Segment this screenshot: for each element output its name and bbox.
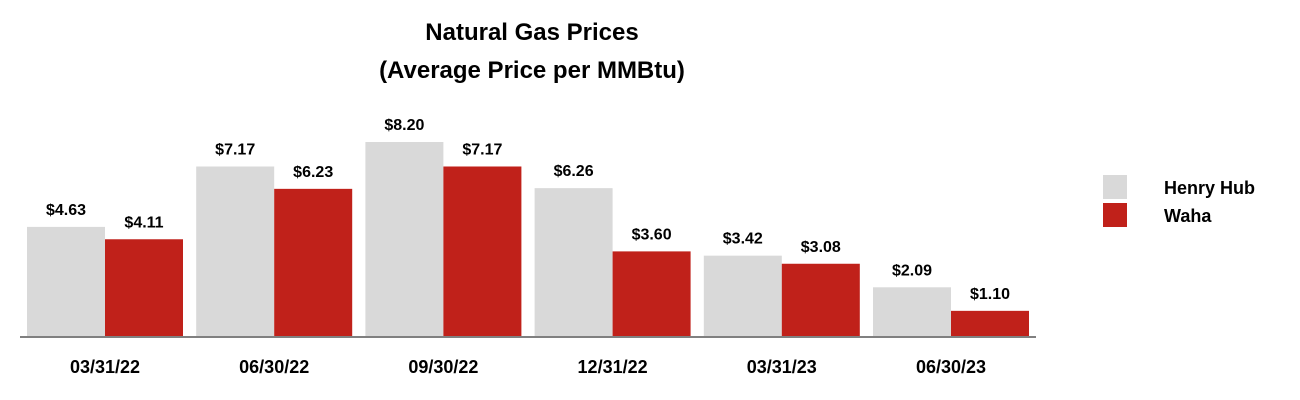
legend-swatch-waha (1103, 203, 1127, 227)
bar-waha-09-30-22 (443, 166, 522, 337)
x-tick-label-06-30-22: 06/30/22 (239, 357, 309, 377)
x-tick-label-09-30-22: 09/30/22 (408, 357, 478, 377)
x-tick-label-12-31-22: 12/31/22 (578, 357, 648, 377)
bar-henry-hub-09-30-22 (365, 142, 444, 337)
data-label-henry-hub-09-30-22: $8.20 (384, 117, 424, 134)
data-label-group: $4.63 $4.11 $7.17 $6.23 $8.20 $7.17 $6.26 $3.60… (46, 117, 1010, 303)
x-tick-label-03-31-22: 03/31/22 (70, 357, 140, 377)
bar-henry-hub-03-31-23 (703, 255, 782, 337)
data-label-henry-hub-12-31-22: $6.26 (554, 163, 594, 180)
data-label-henry-hub-06-30-22: $7.17 (215, 141, 255, 158)
bar-waha-06-30-22 (274, 188, 353, 337)
legend: Henry Hub Waha (1103, 175, 1255, 227)
chart-subtitle: (Average Price per MMBtu) (379, 57, 685, 84)
bar-waha-03-31-22 (105, 239, 183, 337)
data-label-henry-hub-03-31-23: $3.42 (723, 231, 763, 248)
bar-henry-hub-06-30-22 (196, 166, 275, 337)
data-label-waha-06-30-22: $6.23 (293, 164, 333, 181)
chart-title: Natural Gas Prices (425, 19, 638, 46)
bar-waha-12-31-22 (612, 251, 691, 337)
legend-label-waha: Waha (1164, 206, 1212, 226)
bar-waha-06-30-23 (951, 310, 1029, 337)
data-label-waha-03-31-22: $4.11 (124, 214, 163, 231)
data-label-henry-hub-06-30-23: $2.09 (892, 262, 932, 279)
bar-henry-hub-12-31-22 (534, 188, 613, 337)
bar-waha-03-31-23 (781, 263, 860, 337)
bar-henry-hub-03-31-22 (27, 226, 105, 337)
data-label-waha-09-30-22: $7.17 (462, 141, 502, 158)
legend-label-henry-hub: Henry Hub (1164, 178, 1255, 198)
legend-swatch-henry-hub (1103, 175, 1127, 199)
data-label-waha-12-31-22: $3.60 (632, 226, 672, 243)
data-label-waha-03-31-23: $3.08 (801, 239, 841, 256)
data-label-waha-06-30-23: $1.10 (970, 286, 1010, 303)
bar-henry-hub-06-30-23 (873, 287, 951, 337)
bar-group (27, 142, 1029, 337)
x-tick-group: 03/31/22 06/30/22 09/30/22 12/31/22 03/31/23… (70, 357, 986, 377)
x-tick-label-06-30-23: 06/30/23 (916, 357, 986, 377)
x-tick-label-03-31-23: 03/31/23 (747, 357, 817, 377)
data-label-henry-hub-03-31-22: $4.63 (46, 202, 86, 219)
